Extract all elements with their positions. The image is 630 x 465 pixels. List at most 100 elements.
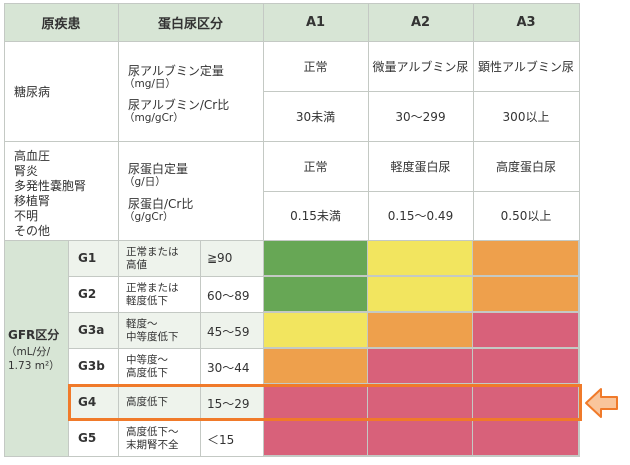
diabetes-item1-line1: 尿アルブミン定量: [128, 64, 224, 78]
gfr-label-line3: 1.73 m²）: [8, 360, 60, 372]
gfr-range: 15〜29: [207, 397, 250, 411]
others-a3-value: 0.50以上: [500, 209, 552, 223]
gfr-grade: G1: [78, 251, 97, 265]
others-a1-name: 正常: [303, 159, 328, 174]
gfr-row: [68, 348, 263, 384]
gfr-risk-cell-green: [263, 276, 368, 312]
g4-highlight-box: [68, 384, 582, 421]
header-a1: A1: [263, 4, 368, 41]
gfr-label-cell: [4, 240, 68, 456]
gfr-row: [68, 276, 263, 312]
gfr-row-divider: [68, 312, 580, 313]
others-label-5: 不明: [14, 209, 39, 223]
others-label-3: 多発性嚢胞腎: [14, 179, 87, 193]
gfr-col-divider: [118, 420, 119, 456]
gfr-risk-cell-red: [473, 384, 579, 420]
gfr-risk-cell-red: [263, 384, 368, 420]
diabetes-item2-line2: （mg/gCr）: [124, 112, 184, 124]
diabetes-a1-name: 正常: [303, 59, 328, 74]
others-block: [4, 141, 579, 240]
gfr-desc-line1: 正常または: [126, 246, 179, 258]
others-a1-value: 0.15未満: [290, 209, 341, 223]
gfr-range: ＜15: [207, 433, 235, 447]
gfr-risk-cell-yellow: [368, 240, 473, 276]
diabetes-a2-value: 30〜299: [395, 109, 446, 124]
gfr-risk-cell-orange: [263, 348, 368, 384]
gfr-grade: G5: [78, 431, 97, 445]
others-label-1: 高血圧: [14, 149, 51, 163]
others-a2-name: 軽度蛋白尿: [390, 159, 451, 174]
gfr-desc-line2: 高値: [126, 259, 147, 271]
others-item1-line2: （g/日）: [124, 176, 166, 188]
gfr-desc-line2: 中等度低下: [126, 331, 179, 343]
gfr-grade: G3a: [78, 323, 105, 337]
gfr-desc-line1: 軽度〜: [126, 318, 158, 330]
diabetes-item2-line1: 尿アルブミン/Cr比: [128, 98, 230, 112]
gfr-risk-cell-red: [473, 312, 579, 348]
gfr-desc-line2: 高度低下: [126, 367, 168, 379]
arrow-left-icon: [585, 388, 618, 418]
gfr-row-divider: [68, 348, 580, 349]
gfr-range: 60〜89: [207, 289, 250, 303]
others-item1-line1: 尿蛋白定量: [128, 162, 189, 176]
gfr-col-divider: [118, 348, 119, 384]
diabetes-a3-value: 300以上: [502, 109, 550, 124]
gfr-risk-cell-red: [473, 420, 579, 456]
diabetes-a1-value: 30未満: [295, 109, 336, 124]
gfr-col-divider: [200, 276, 201, 312]
gfr-col-divider: [200, 240, 201, 276]
gfr-risk-cell-green: [263, 240, 368, 276]
gfr-grade: G3b: [78, 359, 105, 373]
others-a3-name: 高度蛋白尿: [495, 159, 556, 174]
gfr-risk-cell-orange: [473, 276, 579, 312]
others-a2-value: 0.15〜0.49: [387, 209, 454, 223]
gfr-desc-line2: 末期腎不全: [126, 439, 179, 451]
gfr-label-line2: （mL/分/: [6, 346, 51, 358]
diabetes-item1-line2: （mg/日）: [124, 78, 176, 90]
gfr-desc-line1: 高度低下: [126, 396, 168, 408]
gfr-row: [68, 384, 263, 420]
gfr-range: 45〜59: [207, 325, 250, 339]
gfr-risk-cell-yellow: [368, 276, 473, 312]
gfr-desc-line2: 軽度低下: [126, 295, 168, 307]
others-item2-line2: （g/gCr）: [124, 211, 174, 223]
gfr-row: [68, 240, 263, 276]
header-a2: A2: [368, 4, 473, 41]
gfr-risk-cell-orange: [473, 240, 579, 276]
gfr-col-divider: [200, 348, 201, 384]
others-item2-line1: 尿蛋白/Cr比: [128, 197, 194, 211]
gfr-row-divider: [68, 276, 580, 277]
header-proteinuria: 蛋白尿区分: [118, 4, 263, 41]
gfr-col-divider: [118, 384, 119, 420]
gfr-risk-cell-orange: [368, 312, 473, 348]
gfr-row: [68, 420, 263, 456]
gfr-desc-line1: 高度低下〜: [126, 426, 179, 438]
gfr-risk-cell-red: [473, 348, 579, 384]
header-disease: 原疾患: [4, 4, 118, 41]
gfr-col-divider: [118, 276, 119, 312]
gfr-col-divider: [200, 312, 201, 348]
others-label-6: その他: [14, 224, 51, 238]
gfr-col-divider: [200, 384, 201, 420]
gfr-risk-cell-red: [263, 420, 368, 456]
diabetes-a3-name: 顕性アルブミン尿: [478, 59, 574, 74]
others-label-4: 移植腎: [14, 194, 51, 208]
diabetes-a2-name: 微量アルブミン尿: [372, 59, 469, 74]
gfr-col-divider: [118, 312, 119, 348]
gfr-risk-cell-red: [368, 348, 473, 384]
gfr-row: [68, 312, 263, 348]
gfr-col-divider: [200, 420, 201, 456]
gfr-risk-cell-red: [368, 420, 473, 456]
gfr-range: ≧90: [207, 251, 233, 265]
gfr-grade: G4: [78, 395, 97, 409]
header-a3: A3: [473, 4, 579, 41]
gfr-col-divider: [118, 240, 119, 276]
gfr-grade: G2: [78, 287, 97, 301]
gfr-risk-cell-yellow: [263, 312, 368, 348]
gfr-range: 30〜44: [207, 361, 250, 375]
gfr-desc-line1: 正常または: [126, 282, 179, 294]
others-label-2: 腎炎: [14, 164, 39, 178]
gfr-label-line1: GFR区分: [8, 328, 60, 342]
gfr-desc-line1: 中等度〜: [126, 354, 168, 366]
